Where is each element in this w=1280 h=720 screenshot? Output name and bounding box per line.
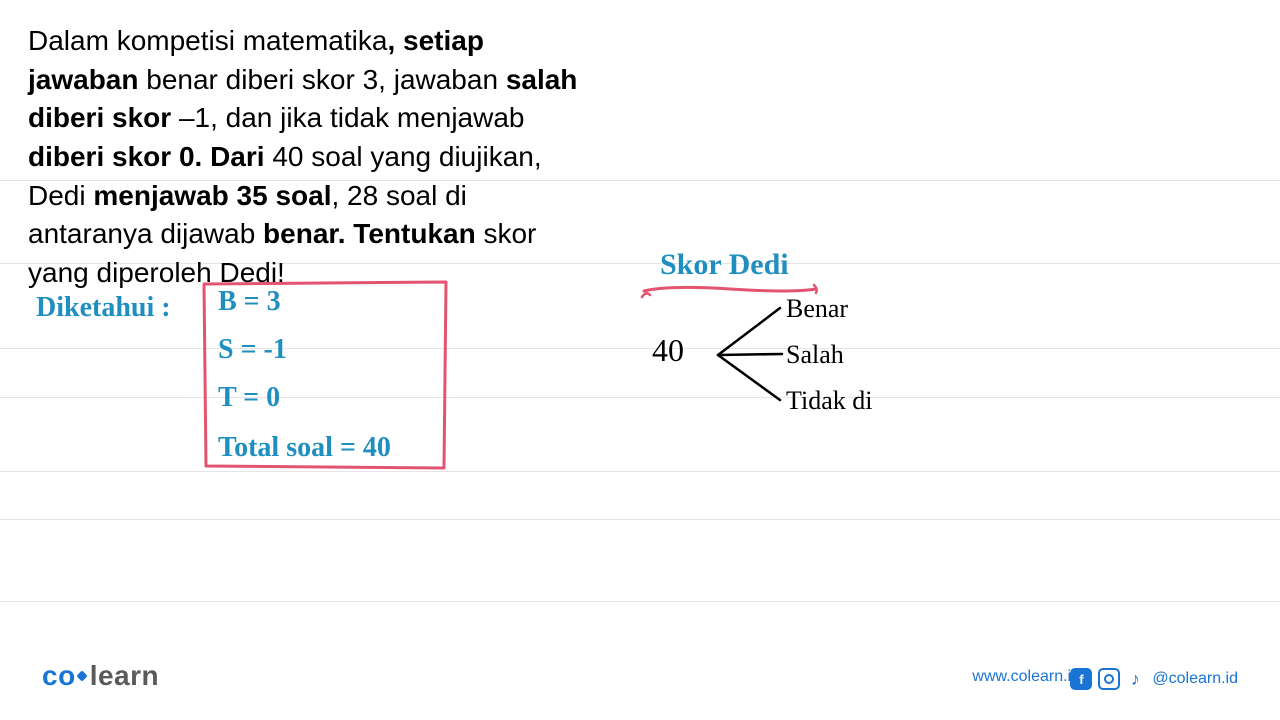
footer-url: www.colearn.id [972, 668, 1080, 686]
question-text: Dalam kompetisi matematika, setiap jawab… [28, 22, 598, 292]
logo-learn: learn [90, 660, 159, 691]
branch-label-salah: Salah [786, 340, 844, 370]
ruled-line [0, 601, 1280, 602]
social-icons: f ♪ @colearn.id [1070, 668, 1238, 690]
page: Dalam kompetisi matematika, setiap jawab… [0, 0, 1280, 720]
branch-label-benar: Benar [786, 294, 848, 324]
given-line-t: T = 0 [218, 382, 280, 414]
footer: colearn www.colearn.id f ♪ @colearn.id [0, 656, 1280, 692]
instagram-icon [1098, 668, 1120, 690]
given-line-s: S = -1 [218, 334, 287, 366]
logo-dot-icon [76, 670, 87, 681]
ruled-line [0, 471, 1280, 472]
social-handle: @colearn.id [1152, 670, 1238, 688]
given-label: Diketahui : [36, 292, 171, 324]
given-box: B = 3 S = -1 T = 0 Total soal = 40 [200, 278, 450, 473]
brand-logo: colearn [42, 660, 159, 692]
skor-title: Skor Dedi [660, 248, 789, 282]
logo-co: co [42, 660, 76, 691]
given-line-total: Total soal = 40 [218, 432, 391, 464]
branch-lines [700, 290, 790, 420]
tiktok-icon: ♪ [1126, 668, 1144, 690]
branch-label-tidak: Tidak di [786, 386, 872, 416]
branch-root-value: 40 [652, 332, 684, 369]
ruled-line [0, 348, 1280, 349]
ruled-line [0, 519, 1280, 520]
ruled-line [0, 397, 1280, 398]
facebook-icon: f [1070, 668, 1092, 690]
given-line-b: B = 3 [218, 286, 281, 318]
